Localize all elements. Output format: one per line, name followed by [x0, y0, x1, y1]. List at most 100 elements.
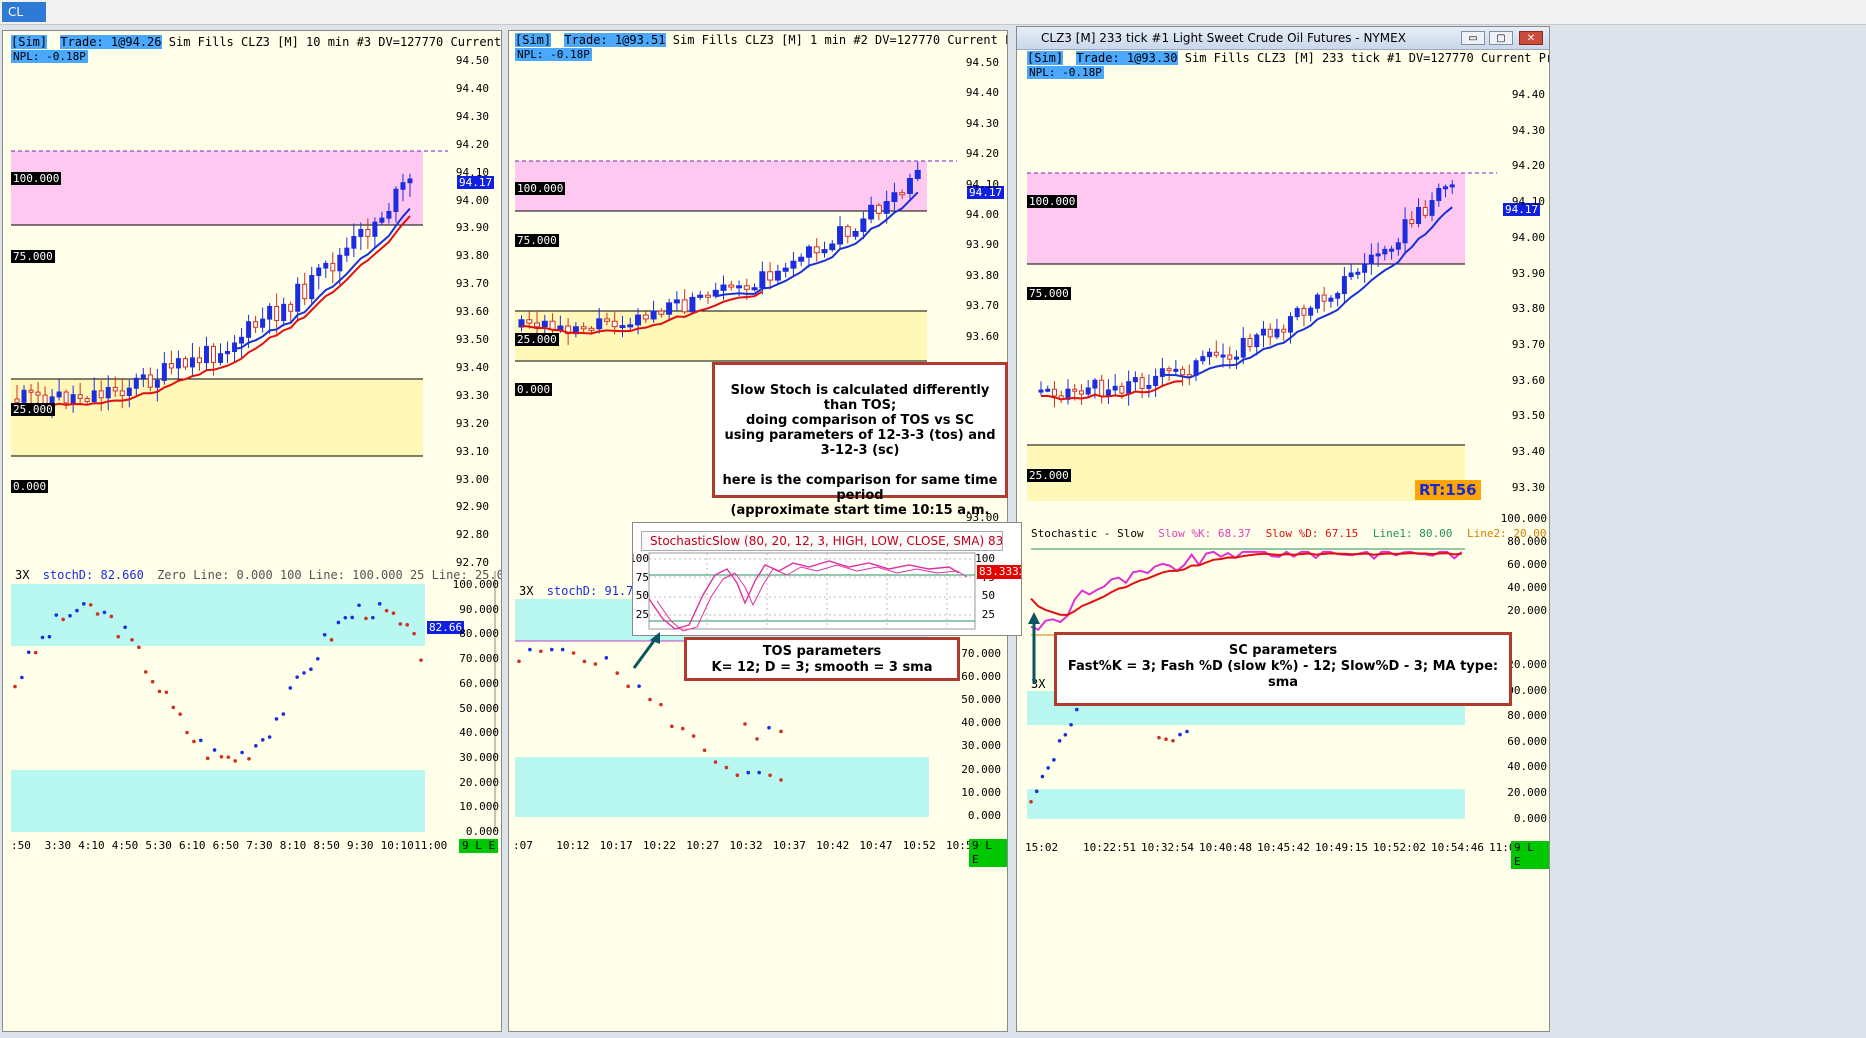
zone-label-25: 25.000 [11, 403, 55, 416]
price-candle [906, 177, 913, 194]
zone-label-75: 75.000 [1027, 287, 1071, 300]
stoch-lower-zone [11, 770, 425, 832]
stoch-dot [95, 612, 100, 616]
study-multiplier: 3X [519, 584, 534, 598]
time-tick: 4:10 [78, 839, 105, 852]
price-candle [365, 229, 371, 237]
stoch-tick: 80.000 [1507, 535, 1547, 548]
price-candle [1449, 184, 1455, 188]
price-candle [253, 321, 259, 328]
last-price-label: 94.17 [1503, 203, 1541, 216]
stoch-dot [178, 712, 182, 716]
price-tick: 93.60 [1511, 373, 1545, 387]
corner-status[interactable]: 9 L E [969, 839, 1007, 867]
price-candle [1159, 368, 1165, 377]
study-tick: 30.000 [459, 750, 499, 764]
time-tick: 15:02 [1025, 841, 1059, 854]
maximize-button[interactable]: ▢ [1489, 31, 1513, 45]
time-tick: 10:49:15 [1315, 841, 1368, 854]
stoch-dot [357, 603, 361, 608]
stoch-dot [1040, 774, 1045, 779]
price-tick: 92.90 [455, 500, 489, 514]
price-axis: 94.40 94.30 94.20 94.10 94.00 93.90 93.80 93.70… [1479, 27, 1545, 1031]
stoch-dot [702, 748, 707, 753]
stoch-dot [384, 608, 389, 613]
stoch-dot [604, 656, 609, 660]
price-tick: 94.10 [1511, 195, 1545, 209]
stoch-dot [302, 671, 306, 675]
stoch-dot [1063, 733, 1068, 737]
time-tick: 6:50 [212, 839, 240, 852]
price-candle [759, 271, 766, 289]
window-titlebar[interactable]: CLZ3 [M] 233 tick #1 Light Sweet Crude O… [1017, 27, 1549, 50]
price-candle [1065, 388, 1071, 400]
price-candle [1321, 294, 1327, 302]
price-candle [260, 318, 266, 328]
price-candle [161, 363, 167, 381]
price-candle [288, 303, 294, 312]
stoch-dot [164, 690, 169, 695]
slow-d-line [1030, 552, 1462, 616]
price-tick: 94.20 [1511, 159, 1545, 173]
stoch-dot [582, 659, 587, 664]
price-tick: 93.00 [455, 472, 489, 486]
stoch-dot [517, 659, 521, 664]
price-candle [175, 358, 181, 369]
price-candle [914, 169, 921, 179]
price-candle [393, 188, 399, 212]
price-tick: 94.00 [965, 208, 999, 221]
price-candle [126, 387, 132, 396]
price-candle [1409, 219, 1415, 224]
price-candle [1220, 354, 1226, 358]
time-tick: 10:47 [859, 839, 893, 852]
stoch-dot [212, 748, 217, 752]
ma-red [16, 215, 411, 410]
chart-window-233tick[interactable]: CLZ3 [M] 233 tick #1 Light Sweet Crude O… [1016, 26, 1550, 1032]
price-candle [1301, 307, 1307, 316]
price-candle [154, 379, 160, 388]
stoch-dot [102, 610, 107, 615]
price-candle [798, 256, 805, 262]
symbol-tab[interactable]: CL [2, 2, 46, 22]
price-tick: 94.10 [965, 177, 999, 191]
tos-left-axis: 100 75 50 25 [633, 523, 649, 635]
study-value-label: 82.66 [427, 621, 465, 634]
price-candle [813, 246, 820, 254]
stoch-dot [1185, 729, 1189, 734]
corner-status[interactable]: 9 L E [1511, 841, 1549, 869]
zone-label-25: 25.000 [515, 333, 559, 346]
stoch-dot [571, 651, 576, 655]
zone-label-100: 100.000 [515, 182, 566, 195]
price-candle [673, 299, 680, 304]
npl-badge: NPL: -0.18P [515, 48, 592, 61]
study-tick: 50.000 [459, 701, 499, 715]
price-candle [1126, 381, 1132, 394]
price-tick: 93.60 [965, 329, 999, 343]
study-tick: 0.000 [967, 808, 1001, 822]
price-candle [899, 192, 906, 196]
study-tick: 10.000 [961, 785, 1001, 799]
stoch-tick: 20.000 [1507, 604, 1547, 617]
stoch-lower-zone [1027, 789, 1465, 819]
time-tick: 11:00 [414, 839, 448, 852]
price-tick: 93.90 [1511, 266, 1545, 280]
minimize-button[interactable]: ▭ [1461, 31, 1485, 45]
close-button[interactable]: ✕ [1519, 31, 1543, 45]
tos-value-label: 83.3333 [977, 565, 1021, 579]
corner-status[interactable]: 9 L E [459, 839, 499, 853]
top-toolbar: CL [0, 0, 1866, 25]
price-candle [642, 314, 649, 320]
stoch-dot [755, 737, 759, 741]
comparison-note-line: Slow Stoch is calculated differently tha… [730, 383, 990, 413]
study-tick: 40.000 [961, 716, 1001, 730]
stoch-dot [267, 735, 272, 739]
price-candle [232, 342, 238, 353]
price-candle [330, 262, 336, 272]
chart-header: [Sim] Trade: 1@94.26 Sim Fills CLZ3 [M] … [11, 35, 501, 49]
time-tick: 10:27 [686, 839, 720, 852]
comparison-note-line: (approximate start time 10:15 a.m. [730, 503, 990, 518]
tos-right-axis: 100755025 [975, 523, 995, 635]
price-tick: 94.20 [965, 147, 999, 161]
price-candle [1038, 389, 1044, 393]
chart-panel-10min[interactable]: [Sim] Trade: 1@94.26 Sim Fills CLZ3 [M] … [2, 30, 502, 1032]
